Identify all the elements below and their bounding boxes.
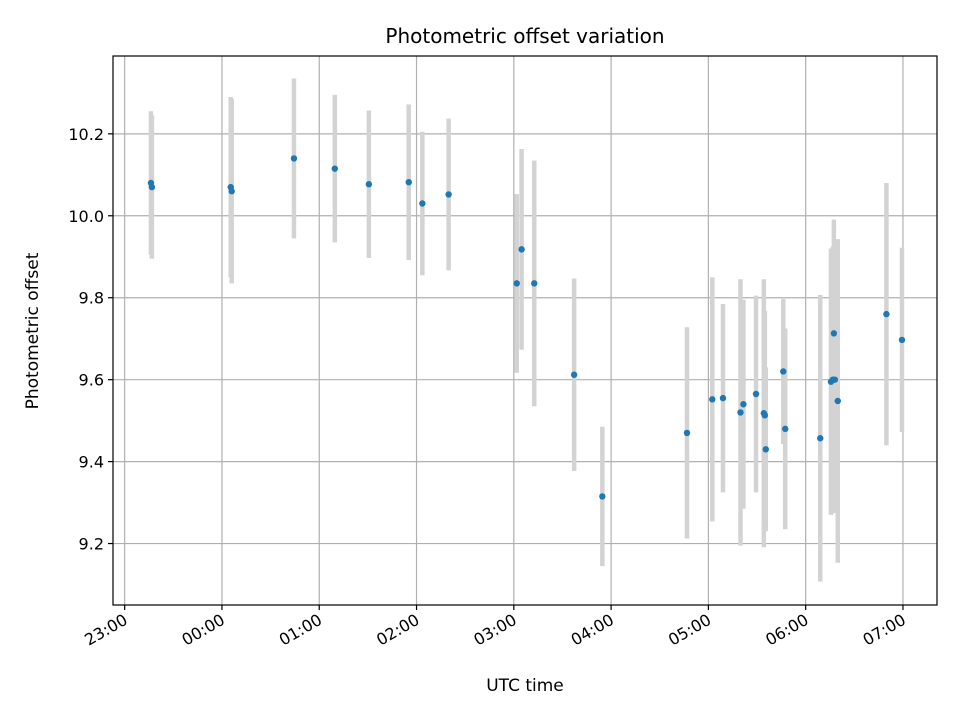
- data-point: [762, 446, 769, 453]
- y-tick-label: 9.4: [79, 453, 104, 472]
- data-point: [780, 368, 787, 375]
- data-point: [445, 191, 452, 198]
- y-tick-label: 9.6: [79, 371, 104, 390]
- data-point: [683, 429, 691, 437]
- data-point: [831, 376, 839, 383]
- chart-title: Photometric offset variation: [385, 24, 664, 48]
- data-point: [752, 390, 760, 398]
- data-point: [719, 394, 727, 402]
- x-tick-label: 04:00: [568, 610, 617, 650]
- data-point: [599, 493, 606, 500]
- data-point: [570, 371, 578, 378]
- data-point: [148, 183, 156, 191]
- x-tick-label: 02:00: [373, 610, 422, 650]
- data-point: [513, 280, 520, 287]
- data-point: [709, 396, 716, 403]
- x-axis-ticks: 23:00 00:00 01:00 02:00 03:00 04:00 05:00 06:00…: [81, 605, 909, 650]
- data-point: [290, 155, 298, 162]
- data-point: [761, 412, 769, 419]
- grid: [113, 56, 937, 605]
- data-point: [782, 425, 789, 433]
- data-point: [331, 165, 339, 172]
- data-point: [405, 178, 412, 186]
- data-point: [834, 397, 841, 405]
- x-tick-label: 00:00: [179, 610, 228, 650]
- data-point: [817, 435, 824, 442]
- plot-frame: [112, 55, 938, 606]
- y-tick-label: 9.2: [79, 535, 104, 554]
- data-point: [898, 336, 906, 344]
- data-point: [518, 246, 525, 253]
- x-tick-label: 05:00: [665, 610, 714, 650]
- x-tick-label: 01:00: [276, 610, 325, 650]
- data-point: [228, 188, 235, 195]
- error-bars: [148, 78, 905, 582]
- data-point: [365, 181, 373, 188]
- data-point: [740, 401, 747, 408]
- x-tick-label: 23:00: [81, 610, 130, 650]
- x-tick-label: 06:00: [762, 610, 811, 650]
- y-axis-label: Photometric offset: [23, 252, 43, 409]
- y-tick-label: 9.8: [79, 289, 104, 308]
- x-tick-label: 07:00: [860, 610, 909, 650]
- x-axis-label: UTC time: [486, 676, 564, 696]
- y-tick-label: 10.2: [68, 125, 104, 144]
- y-tick-label: 10.0: [68, 207, 104, 226]
- data-point: [419, 200, 426, 207]
- data-point: [883, 310, 890, 318]
- x-tick-label: 03:00: [470, 610, 519, 650]
- data-points: [147, 155, 906, 500]
- data-point: [830, 330, 838, 337]
- y-axis-ticks: 9.2 9.4 9.6 9.8 10.0 10.2: [68, 125, 113, 554]
- data-point: [737, 409, 744, 416]
- data-point: [531, 280, 538, 287]
